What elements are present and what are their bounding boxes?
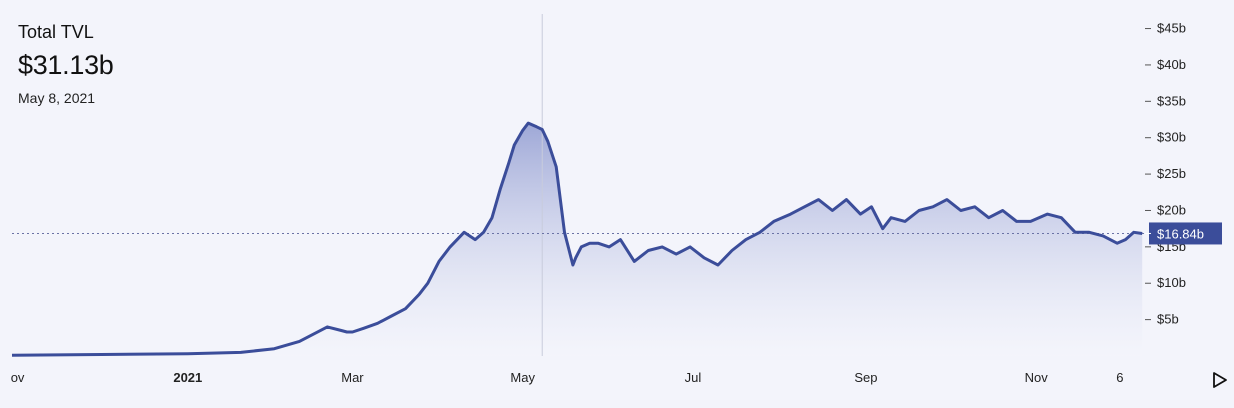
y-tick-label: $5b [1157, 312, 1179, 327]
current-value-badge [1149, 222, 1222, 245]
x-tick-label: May [510, 370, 535, 385]
x-tick-label: Sep [854, 370, 877, 385]
x-tick-label: 6 [1116, 370, 1123, 385]
y-tick-label: $10b [1157, 275, 1186, 290]
y-tick-label: $25b [1157, 166, 1186, 181]
chart-title: Total TVL [18, 22, 94, 42]
y-tick-label: $30b [1157, 130, 1186, 145]
x-tick-label: Mar [341, 370, 364, 385]
tvl-area [12, 123, 1143, 356]
x-tick-label: Nov [1025, 370, 1049, 385]
tvl-date: May 8, 2021 [18, 90, 96, 106]
x-tick-label: Jul [685, 370, 702, 385]
x-tick-label: ov [11, 370, 25, 385]
y-tick-label: $35b [1157, 93, 1186, 108]
current-value-label: $16.84b [1157, 226, 1204, 241]
tvl-value: $31.13b [18, 50, 114, 80]
x-tick-label: 2021 [173, 370, 202, 385]
y-tick-label: $40b [1157, 57, 1186, 72]
y-tick-label: $45b [1157, 21, 1186, 36]
y-tick-label: $20b [1157, 202, 1186, 217]
tvl-line [11, 121, 1143, 357]
play-icon[interactable] [1211, 370, 1229, 390]
